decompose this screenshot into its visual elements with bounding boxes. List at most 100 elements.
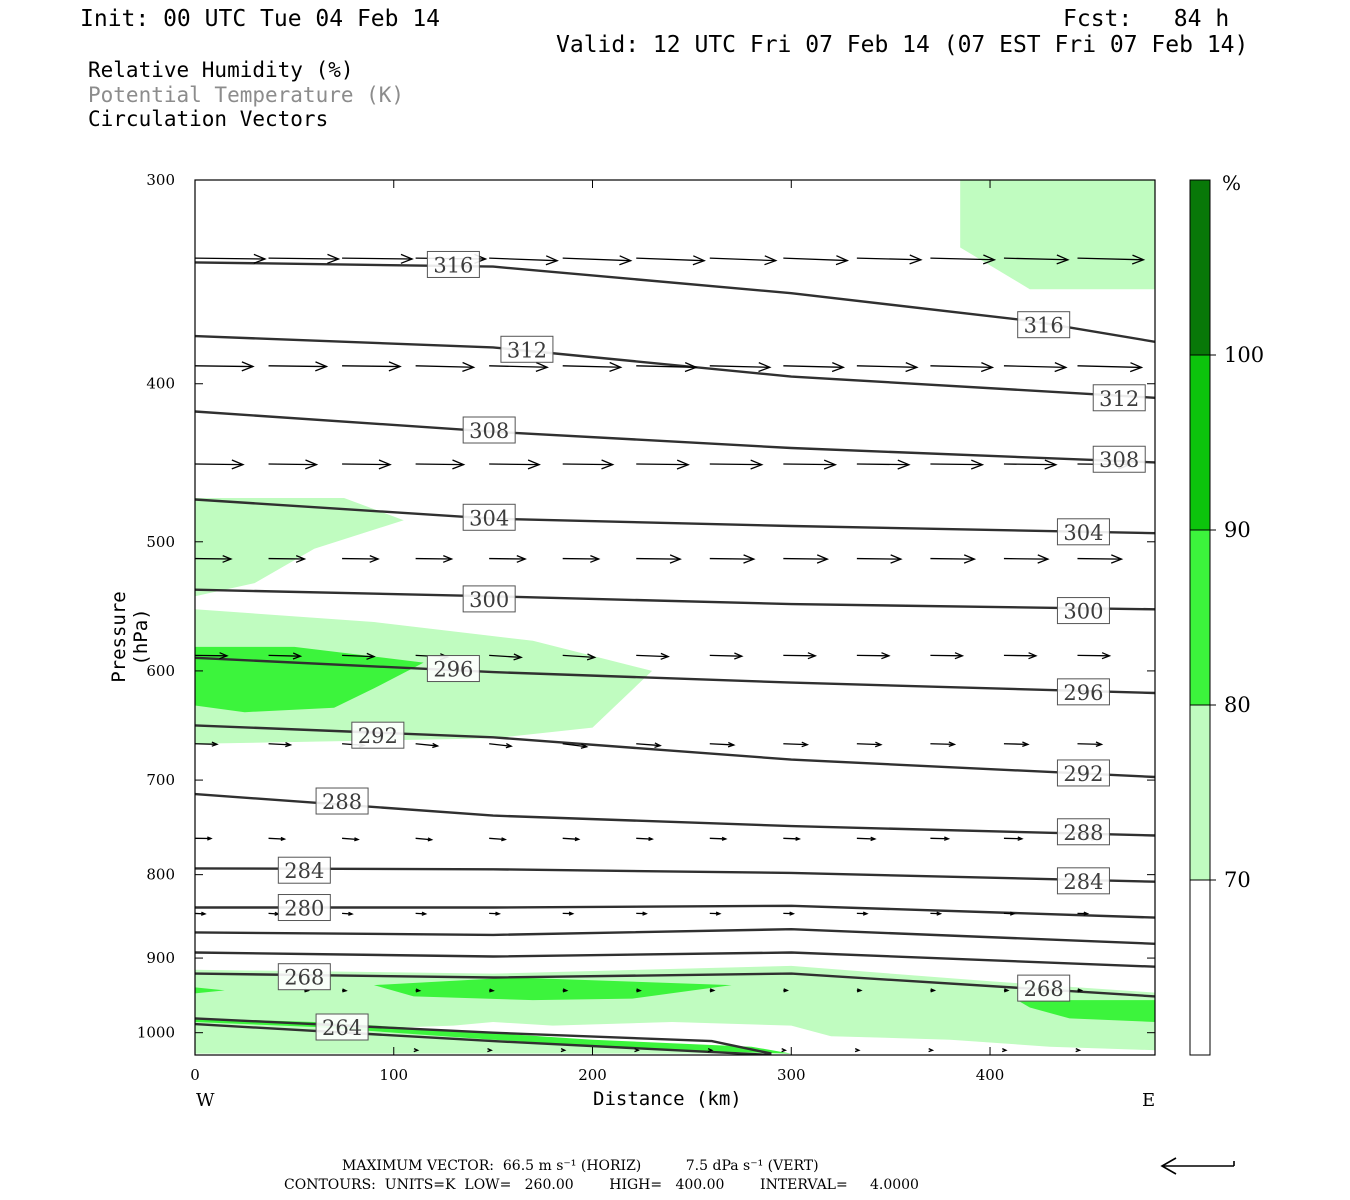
theta-label-box [1092, 384, 1146, 412]
circulation-vector [415, 988, 422, 993]
theta-label-312: 312 [1092, 384, 1146, 412]
circulation-vector [930, 741, 957, 748]
circulation-vector [1077, 911, 1090, 916]
circulation-vector [636, 742, 662, 749]
circulation-vector [709, 459, 764, 470]
vector-head [897, 459, 911, 470]
theta-label-box [426, 250, 480, 278]
theta-label-text: 264 [322, 1016, 362, 1040]
theta-label-box [1056, 867, 1110, 895]
vector-head [280, 836, 287, 842]
theta-label-layer: 316 316 312 312 308 308 304 304 300 300 296 296 292 2… [277, 250, 1146, 1041]
vector-shaft [1077, 743, 1102, 746]
vector-head [400, 253, 414, 264]
vector-head [930, 988, 937, 993]
circulation-vector [1003, 362, 1068, 373]
y-tick-label: 900 [146, 949, 175, 967]
circulation-vector [415, 837, 434, 842]
vector-head [928, 1048, 935, 1053]
y-tick-label: 600 [146, 662, 175, 680]
vector-head [505, 743, 513, 749]
theta-label-box [1017, 311, 1071, 339]
circulation-vector [856, 836, 877, 842]
theta-label-box [315, 1013, 369, 1041]
vector-head [764, 255, 778, 266]
theta-label-box [277, 963, 331, 991]
vector-shaft [268, 837, 285, 840]
vector-head [219, 652, 229, 660]
circulation-vector [783, 988, 790, 993]
vector-head [432, 742, 440, 749]
vector-head [654, 742, 662, 749]
vector-head [1001, 1048, 1008, 1053]
colorbar-segment [1190, 355, 1210, 530]
theta-contour-296 [195, 656, 1155, 695]
theta-label-308: 308 [462, 416, 516, 444]
vector-head [1054, 362, 1068, 373]
circulation-vector [930, 836, 951, 841]
theta-contour-292 [195, 724, 1155, 779]
vector-head [1056, 254, 1070, 265]
circulation-vector [268, 459, 319, 470]
theta-label-box [1056, 597, 1110, 625]
legend-circulation-vectors: Circulation Vectors [88, 107, 329, 131]
vector-shaft [562, 837, 579, 840]
vector-shaft [636, 837, 653, 840]
vector-shaft [415, 463, 464, 466]
circulation-vector [709, 741, 736, 748]
theta-label-284: 284 [1056, 867, 1110, 895]
circulation-vector [783, 652, 818, 660]
circulation-vector [195, 554, 233, 563]
vector-head [207, 836, 213, 841]
circulation-vector [489, 988, 495, 993]
theta-label-box [277, 894, 331, 922]
circulation-vector [268, 361, 329, 372]
theta-label-text: 292 [358, 724, 398, 748]
y-tick-label: 800 [146, 866, 175, 884]
circulation-vector [487, 1048, 493, 1053]
circulation-vector [342, 911, 354, 916]
vector-shaft [489, 837, 506, 841]
circulation-vector [489, 837, 507, 842]
circulation-vector [268, 836, 287, 842]
colorbar-segment [1190, 180, 1210, 355]
vector-head [642, 911, 648, 916]
theta-label-text: 268 [284, 966, 324, 990]
x-tick-label: 200 [578, 1066, 607, 1084]
x-tick-label: 400 [976, 1066, 1005, 1084]
circulation-vector [1003, 254, 1070, 265]
vector-head [535, 361, 549, 373]
circulation-vector [709, 362, 772, 373]
theta-contour-268 [195, 972, 1155, 998]
circulation-vector [489, 459, 541, 470]
circulation-vector [783, 836, 802, 841]
vector-shaft [930, 365, 993, 369]
vector-head [421, 911, 428, 916]
vector-head [619, 255, 633, 266]
circulation-vector [707, 1048, 714, 1053]
vector-head [856, 988, 863, 993]
vector-head [789, 911, 796, 916]
circulation-vector [342, 253, 414, 264]
vector-head [709, 988, 716, 993]
theta-contour-260 [195, 1022, 772, 1055]
vector-shaft [1077, 365, 1142, 369]
circulation-vector [930, 459, 985, 470]
vector-head [963, 554, 977, 564]
theta-label-text: 296 [1063, 681, 1103, 705]
theta-label-text: 288 [322, 790, 362, 814]
x-tick-label: 100 [379, 1066, 408, 1084]
circulation-vector [415, 911, 428, 916]
circulation-vector [342, 361, 402, 372]
circulation-vector [342, 459, 392, 470]
vector-shaft [342, 257, 413, 260]
rh-shade-70-80 [195, 498, 404, 597]
theta-label-296: 296 [1056, 678, 1110, 706]
vector-head [835, 255, 850, 266]
circulation-vector [1075, 1048, 1082, 1053]
vector-shaft [195, 743, 218, 745]
circulation-vector [268, 911, 281, 916]
vector-head [943, 836, 951, 841]
plot-frame [194, 179, 1156, 1056]
vector-shaft [1003, 557, 1048, 560]
